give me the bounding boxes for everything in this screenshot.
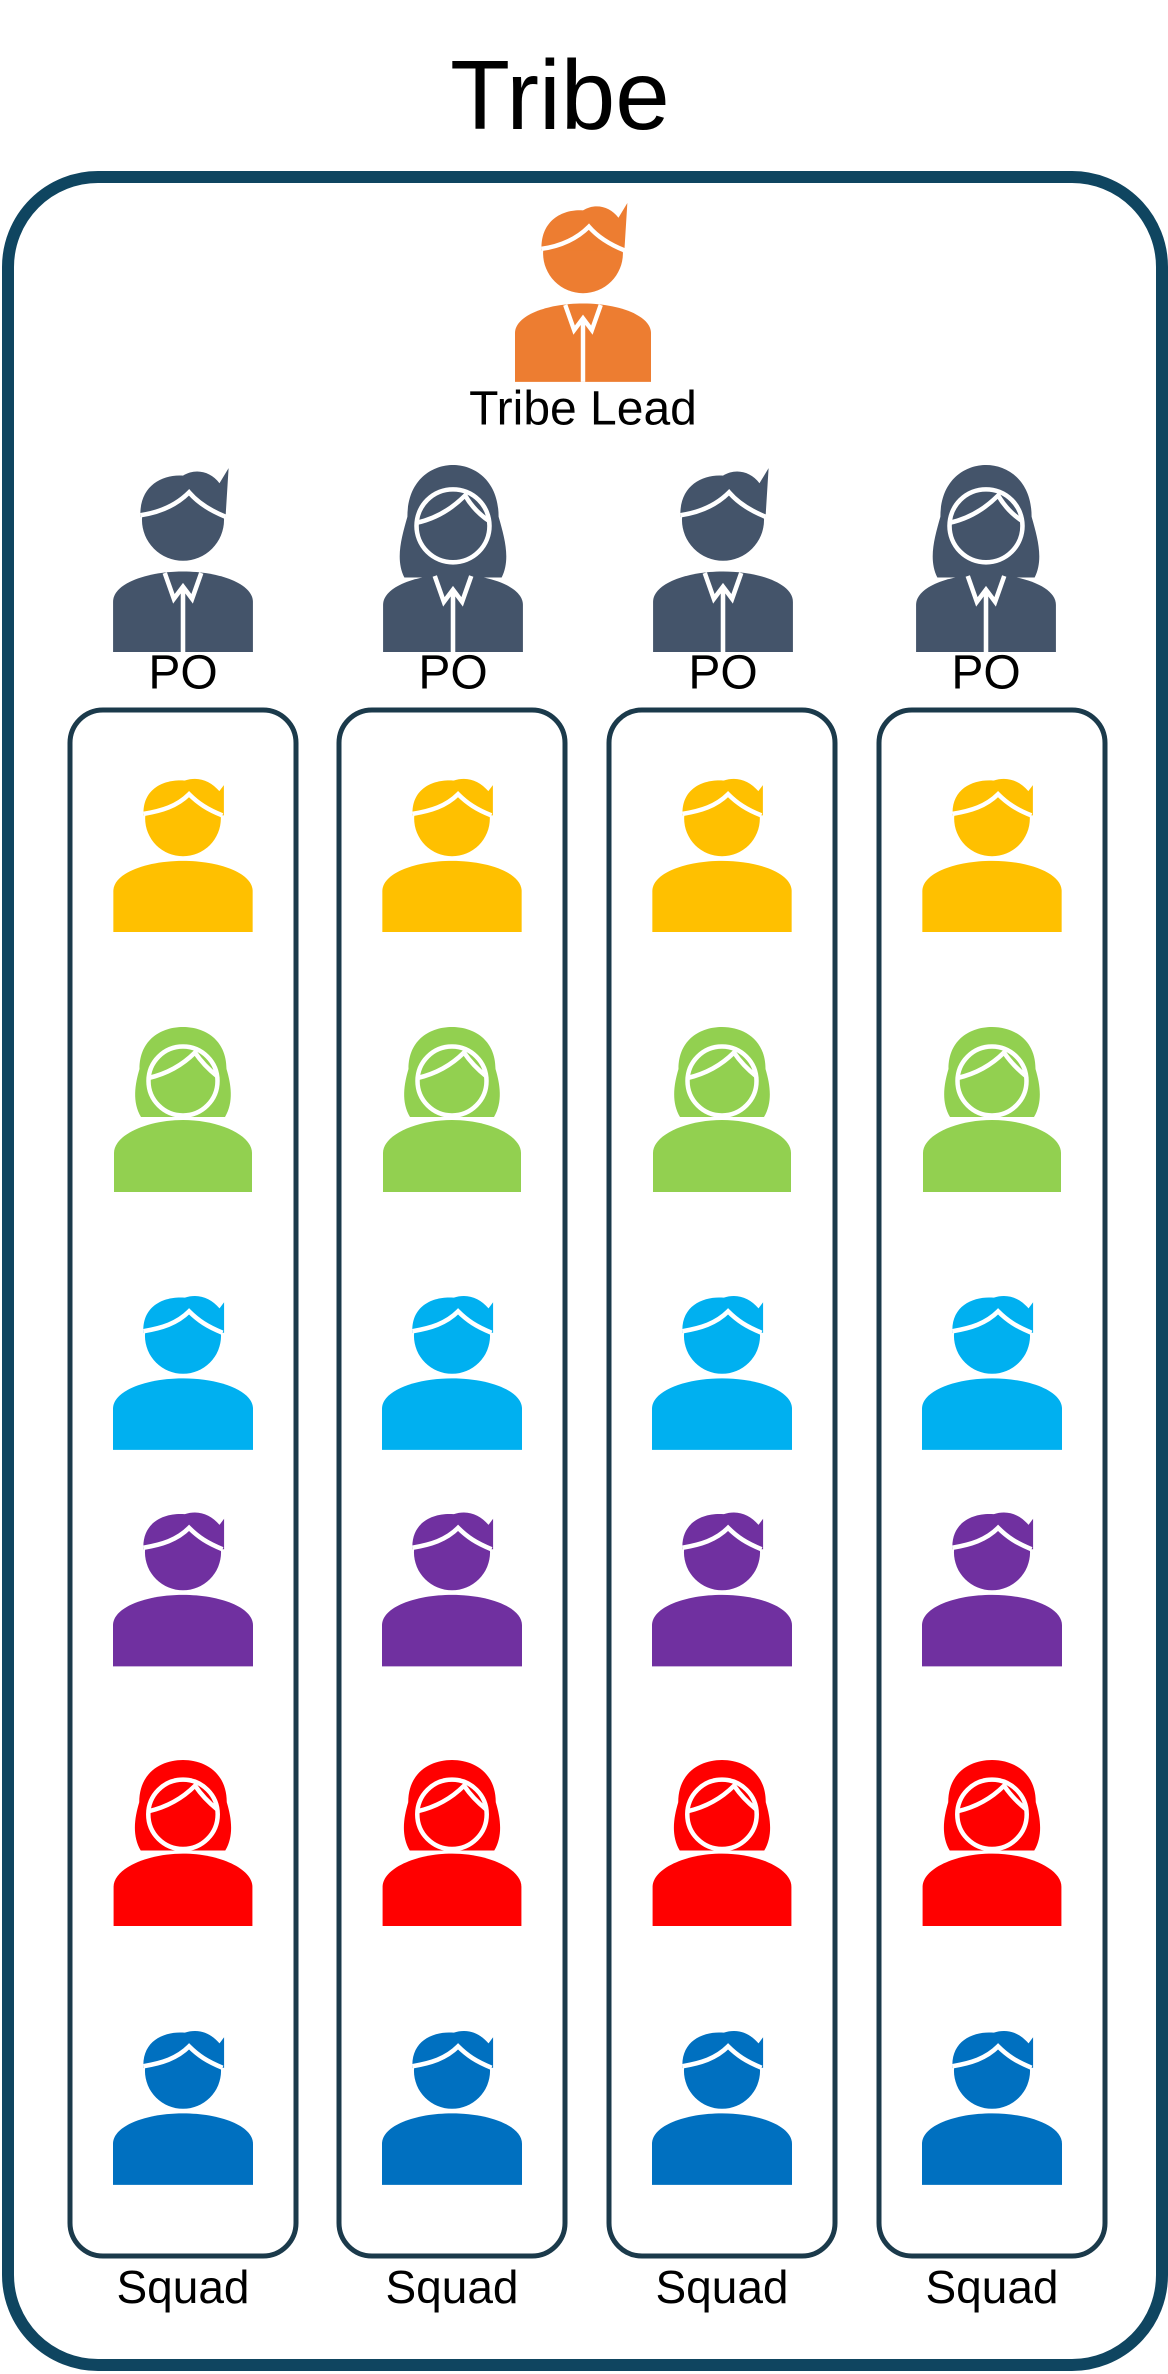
member-icon [382, 779, 521, 932]
member-icon [923, 1027, 1061, 1192]
po-label: PO [951, 647, 1020, 700]
member-icon [652, 1512, 792, 1666]
member-icon [652, 2031, 792, 2185]
member-icon [652, 1296, 792, 1450]
member-icon [382, 2031, 522, 2185]
po-label: PO [148, 647, 217, 700]
member-icon [383, 1760, 522, 1926]
po-icon [653, 468, 793, 652]
squad-label: Squad [116, 2261, 249, 2313]
tribe-lead-label: Tribe Lead [469, 383, 697, 436]
member-icon [922, 1512, 1062, 1666]
member-icon [653, 1760, 792, 1926]
squad-box [606, 707, 838, 2259]
po-label: PO [418, 647, 487, 700]
po-icon [113, 468, 253, 652]
member-icon [113, 1512, 253, 1666]
member-icon [382, 1512, 522, 1666]
squad-label: Squad [385, 2261, 518, 2313]
squad-box [336, 707, 568, 2259]
tribe-lead-icon [515, 203, 651, 382]
member-icon [652, 779, 791, 932]
member-icon [922, 779, 1061, 932]
squad-box [876, 707, 1108, 2259]
member-icon [114, 1760, 253, 1926]
tribe-frame [2, 171, 1168, 2371]
title: Tribe [450, 40, 670, 150]
member-icon [922, 1296, 1062, 1450]
member-icon [382, 1296, 522, 1450]
squad-label: Squad [655, 2261, 788, 2313]
member-icon [922, 2031, 1062, 2185]
member-icon [114, 1027, 252, 1192]
squad-label: Squad [925, 2261, 1058, 2313]
member-icon [113, 779, 252, 932]
squad-box [67, 707, 299, 2259]
po-icon [916, 465, 1056, 652]
member-icon [923, 1760, 1062, 1926]
member-icon [113, 1296, 253, 1450]
member-icon [653, 1027, 791, 1192]
member-icon [113, 2031, 253, 2185]
po-label: PO [688, 647, 757, 700]
po-icon [383, 465, 523, 652]
member-icon [383, 1027, 521, 1192]
